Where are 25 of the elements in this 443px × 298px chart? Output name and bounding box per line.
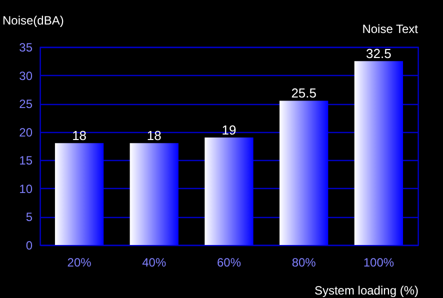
- y-tick-label: 20: [19, 125, 33, 140]
- data-label: 18: [72, 128, 87, 144]
- bar: [204, 138, 254, 245]
- bar: [354, 61, 404, 245]
- y-tick-label: 30: [19, 68, 33, 83]
- y-tick-label: 15: [19, 154, 33, 168]
- bar: [280, 100, 328, 245]
- y-tick-label: 10: [19, 182, 33, 196]
- x-tick-label: 100%: [363, 256, 394, 270]
- y-tick-label: 5: [26, 210, 33, 224]
- y-tick-label: 25: [19, 97, 33, 112]
- x-tick-label: 20%: [67, 256, 92, 270]
- y-tick-label: 0: [26, 238, 33, 252]
- y-tick-label: 35: [19, 40, 33, 54]
- y-axis-title: Noise(dBA): [2, 14, 64, 28]
- x-tick-label: 60%: [216, 256, 242, 270]
- data-label: 32.5: [366, 46, 392, 62]
- data-label: 18: [146, 128, 162, 144]
- data-label: 25.5: [291, 86, 317, 101]
- x-tick-label: 80%: [292, 256, 316, 270]
- bar: [130, 143, 178, 245]
- bar: [54, 143, 104, 245]
- x-tick-label: 40%: [142, 256, 166, 270]
- text: Noise Text: [362, 22, 419, 36]
- x-axis-title: System loading (%): [314, 284, 418, 298]
